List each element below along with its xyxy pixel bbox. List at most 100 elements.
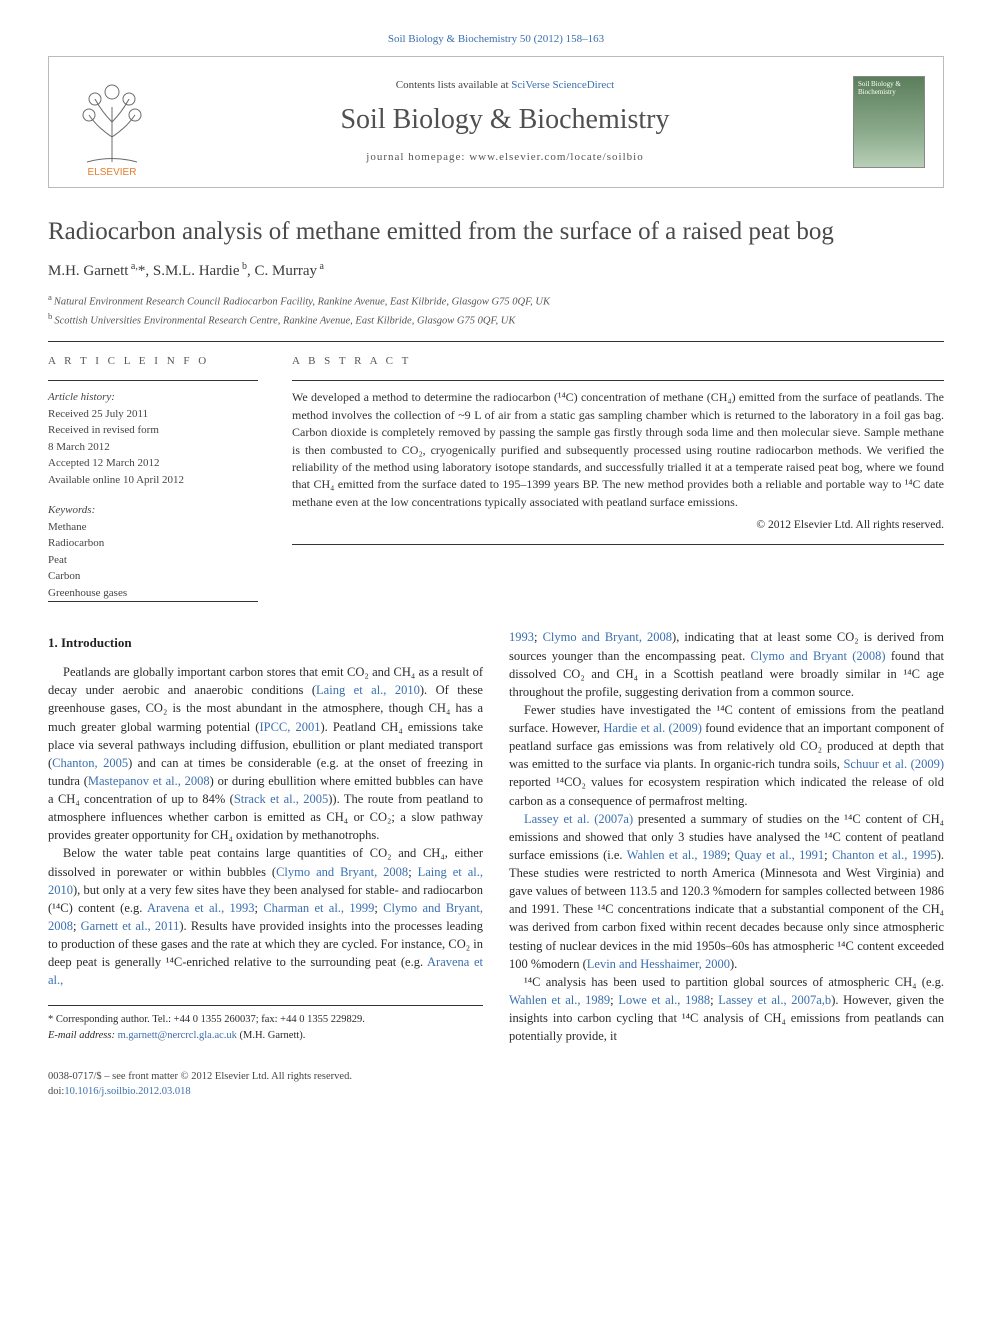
author: C. Murray [255,263,318,279]
header-center: Contents lists available at SciVerse Sci… [157,78,853,166]
citation-link[interactable]: Strack et al., 2005 [234,792,328,806]
citation-link[interactable]: Aravena et al., 1993 [147,901,255,915]
keyword: Greenhouse gases [48,585,258,602]
keyword: Peat [48,552,258,569]
doi-label: doi: [48,1086,64,1097]
citation-link[interactable]: Clymo and Bryant (2008) [750,649,885,663]
doi-line: doi:10.1016/j.soilbio.2012.03.018 [48,1084,944,1099]
affil-text: Natural Environment Research Council Rad… [54,296,550,307]
citation-link[interactable]: Garnett et al., 2011 [81,919,180,933]
author: S.M.L. Hardie [153,263,240,279]
email-link[interactable]: m.garnett@nercrcl.gla.ac.uk [118,1030,237,1041]
doi-link[interactable]: 10.1016/j.soilbio.2012.03.018 [64,1086,190,1097]
article-info-sidebar: A R T I C L E I N F O Article history: R… [48,354,258,601]
citation-link[interactable]: Laing et al., 2010 [316,683,420,697]
citation-link[interactable]: Hardie et al. (2009) [603,721,702,735]
cover-line2: Biochemistry [858,89,920,97]
sciencedirect-link[interactable]: SciVerse ScienceDirect [511,79,614,91]
author-mark: b [240,261,248,272]
keywords: Keywords: Methane Radiocarbon Peat Carbo… [48,502,258,601]
history-line: Available online 10 April 2012 [48,472,258,489]
section-heading: 1. Introduction [48,634,483,653]
meta-row: A R T I C L E I N F O Article history: R… [48,354,944,601]
front-matter-footer: 0038-0717/$ – see front matter © 2012 El… [48,1069,944,1099]
citation-link[interactable]: Lassey et al. (2007a) [524,812,633,826]
issn-line: 0038-0717/$ – see front matter © 2012 El… [48,1069,944,1084]
affiliation: bScottish Universities Environmental Res… [48,310,944,329]
divider [48,601,258,602]
history-line: Received in revised form [48,422,258,439]
keyword: Carbon [48,568,258,585]
history-line: Received 25 July 2011 [48,406,258,423]
text: ; [374,901,383,915]
citation-link[interactable]: Wahlen et al., 1989 [627,848,727,862]
divider [292,380,944,381]
text: reported ¹⁴CO₂ values for ecosystem resp… [509,775,944,807]
text: ; [408,865,417,879]
citation-link[interactable]: Lassey et al., 2007a,b [718,993,831,1007]
text: ; [73,919,81,933]
citation-link[interactable]: Soil Biology & Biochemistry 50 (2012) 15… [388,33,604,45]
homepage-url[interactable]: www.elsevier.com/locate/soilbio [469,151,643,163]
text: ). These studies were restricted to nort… [509,848,944,971]
citation-link[interactable]: Wahlen et al., 1989 [509,993,610,1007]
paragraph: Below the water table peat contains larg… [48,844,483,989]
article-info-label: A R T I C L E I N F O [48,354,258,370]
citation-link[interactable]: Clymo and Bryant, 2008 [543,630,672,644]
author-mark: a [317,261,324,272]
header-citation: Soil Biology & Biochemistry 50 (2012) 15… [48,32,944,48]
affiliation: aNatural Environment Research Council Ra… [48,291,944,310]
paragraph: Lassey et al. (2007a) presented a summar… [509,810,944,973]
citation-link[interactable]: Chanton et al., 1995 [832,848,937,862]
text: ¹⁴C analysis has been used to partition … [524,975,944,989]
email-label: E-mail address: [48,1030,118,1041]
abstract-text: We developed a method to determine the r… [292,389,944,511]
keywords-label: Keywords: [48,502,258,519]
article-history: Article history: Received 25 July 2011 R… [48,389,258,488]
journal-header-box: ELSEVIER Contents lists available at Sci… [48,56,944,188]
abstract-copyright: © 2012 Elsevier Ltd. All rights reserved… [292,517,944,534]
keyword: Methane [48,519,258,536]
text: ; [255,901,264,915]
paragraph: ¹⁴C analysis has been used to partition … [509,973,944,1046]
text: ; [534,630,543,644]
author-list: M.H. Garnett a,*, S.M.L. Hardie b, C. Mu… [48,260,944,283]
email-line: E-mail address: m.garnett@nercrcl.gla.ac… [48,1028,483,1043]
citation-link[interactable]: Lowe et al., 1988 [618,993,710,1007]
homepage-prefix: journal homepage: [366,151,469,163]
contents-prefix: Contents lists available at [396,79,511,91]
citation-link[interactable]: Quay et al., 1991 [735,848,824,862]
divider [48,341,944,342]
citation-link[interactable]: 1993 [509,630,534,644]
history-label: Article history: [48,389,258,406]
paragraph: Peatlands are globally important carbon … [48,663,483,844]
divider [48,380,258,381]
citation-link[interactable]: Clymo and Bryant, 2008 [276,865,408,879]
abstract-label: A B S T R A C T [292,354,944,370]
citation-link[interactable]: Mastepanov et al., 2008 [88,774,210,788]
citation-link[interactable]: Schuur et al. (2009) [843,757,944,771]
article-body: 1. Introduction Peatlands are globally i… [48,628,944,1045]
article-title: Radiocarbon analysis of methane emitted … [48,214,944,250]
affil-text: Scottish Universities Environmental Rese… [54,316,515,327]
email-suffix: (M.H. Garnett). [237,1030,306,1041]
paragraph: 1993; Clymo and Bryant, 2008), indicatin… [509,628,944,701]
abstract-section: A B S T R A C T We developed a method to… [292,354,944,601]
keyword: Radiocarbon [48,535,258,552]
citation-link[interactable]: Chanton, 2005 [52,756,128,770]
citation-link[interactable]: IPCC, 2001 [259,720,320,734]
divider [292,544,944,545]
journal-cover-thumbnail: Soil Biology & Biochemistry [853,76,925,168]
text: ; [824,848,832,862]
publisher-name: ELSEVIER [88,167,137,177]
citation-link[interactable]: Charman et al., 1999 [263,901,374,915]
contents-line: Contents lists available at SciVerse Sci… [157,78,853,94]
elsevier-tree-icon: ELSEVIER [67,67,157,177]
citation-link[interactable]: Levin and Hesshaimer, 2000 [587,957,730,971]
text: ; [727,848,735,862]
corresponding-mark: * [138,263,146,279]
affiliations: aNatural Environment Research Council Ra… [48,291,944,330]
author-mark: a, [128,261,137,272]
history-line: Accepted 12 March 2012 [48,455,258,472]
paragraph: Fewer studies have investigated the ¹⁴C … [509,701,944,810]
